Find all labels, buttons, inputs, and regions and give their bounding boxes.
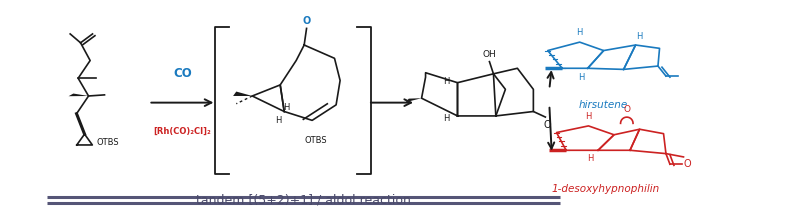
Text: H: H xyxy=(283,103,290,112)
Polygon shape xyxy=(233,92,252,96)
Text: hirsutene: hirsutene xyxy=(579,100,628,110)
Text: OTBS: OTBS xyxy=(96,138,119,147)
Text: H: H xyxy=(443,77,450,86)
Text: H: H xyxy=(587,154,594,163)
Text: OH: OH xyxy=(482,50,496,59)
Text: O: O xyxy=(543,120,550,130)
Text: O: O xyxy=(623,105,630,114)
Text: 1-desoxyhypnophilin: 1-desoxyhypnophilin xyxy=(552,184,660,194)
Text: H: H xyxy=(577,28,583,37)
Text: H: H xyxy=(636,32,642,41)
Text: H: H xyxy=(274,116,281,125)
Text: H: H xyxy=(443,114,450,123)
Text: CO: CO xyxy=(173,68,192,81)
Text: O: O xyxy=(302,16,310,26)
Text: H: H xyxy=(586,112,592,122)
Text: H: H xyxy=(578,73,585,82)
Text: O: O xyxy=(684,159,691,169)
Text: OTBS: OTBS xyxy=(305,136,327,145)
Polygon shape xyxy=(69,94,89,96)
Polygon shape xyxy=(406,98,422,102)
Text: [Rh(CO)₂Cl]₂: [Rh(CO)₂Cl]₂ xyxy=(154,127,211,136)
Text: tandem [(5+2)+1] / aldol reaction: tandem [(5+2)+1] / aldol reaction xyxy=(196,194,411,207)
